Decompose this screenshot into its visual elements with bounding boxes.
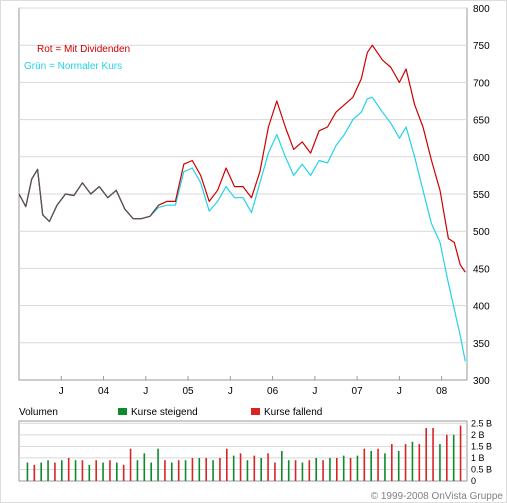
volume-label: Volumen <box>19 407 58 418</box>
price-tick-label: 350 <box>473 339 490 350</box>
price-grid <box>19 7 467 344</box>
x-tick-label: J <box>312 386 317 397</box>
price-tick-label: 400 <box>473 302 490 313</box>
volume-falling-label: Kurse fallend <box>264 407 322 418</box>
x-tick-label: J <box>228 386 233 397</box>
x-tick-label: 05 <box>182 386 194 397</box>
price-tick-label: 800 <box>473 4 490 15</box>
x-tick-label: 04 <box>98 386 110 397</box>
legend-normal-label: Grün = Normaler Kurs <box>24 61 122 72</box>
volume-rising-swatch <box>118 408 127 415</box>
price-tick-label: 650 <box>473 116 490 127</box>
price-y-axis: 300 350 400 450 500 550 600 650 700 750 800 <box>473 4 490 387</box>
volume-tick-label: 1.5 B <box>471 441 492 451</box>
price-tick-label: 600 <box>473 153 490 164</box>
x-tick-label: J <box>59 386 64 397</box>
volume-tick-label: 0 <box>471 476 476 486</box>
x-tick-label: 08 <box>436 386 448 397</box>
price-tick-label: 700 <box>473 78 490 89</box>
copyright-text: © 1999-2008 OnVista Gruppe <box>370 491 503 502</box>
price-tick-label: 750 <box>473 41 490 52</box>
volume-tick-label: 1 B <box>471 453 485 463</box>
volume-falling-swatch <box>251 408 260 415</box>
volume-rising-label: Kurse steigend <box>131 407 198 418</box>
price-tick-label: 300 <box>473 376 490 387</box>
volume-tick-label: 2.5 B <box>471 418 492 428</box>
legend-dividend-label: Rot = Mit Dividenden <box>37 44 130 55</box>
volume-y-axis: 0 0.5 B1 B 1.5 B2 B 2.5 B <box>471 418 492 486</box>
overlapping-series-line <box>18 168 159 223</box>
price-chart: 300 350 400 450 500 550 600 650 700 750 800 J 04 J 05… <box>18 4 492 486</box>
x-tick-label: J <box>397 386 402 397</box>
price-tick-label: 500 <box>473 227 490 238</box>
x-axis: J 04 J 05 J 06 J 07 J 08 <box>59 376 448 397</box>
x-tick-label: 06 <box>267 386 279 397</box>
price-tick-label: 550 <box>473 190 490 201</box>
price-tick-label: 450 <box>473 264 490 275</box>
volume-bars <box>26 425 462 481</box>
x-tick-label: J <box>143 386 148 397</box>
volume-tick-label: 0.5 B <box>471 464 492 474</box>
volume-tick-label: 2 B <box>471 430 485 440</box>
x-tick-label: 07 <box>352 386 364 397</box>
price-lines <box>18 44 466 362</box>
